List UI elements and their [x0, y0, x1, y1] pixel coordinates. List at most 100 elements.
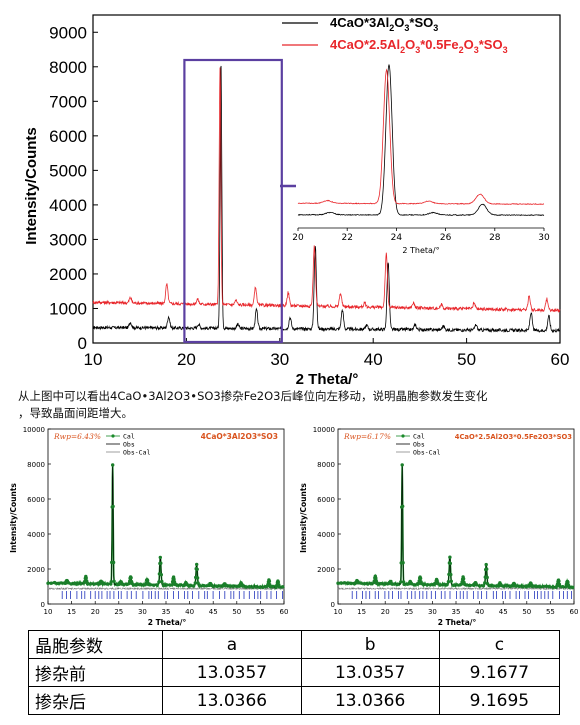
refine-y-tick-label: 2000 [27, 566, 45, 574]
table-row: 掺杂后 13.0366 13.0366 9.1695 [27, 686, 561, 715]
refine-cal-marker [425, 583, 429, 587]
refine-cal-marker [165, 583, 169, 587]
refine-legend-marker [111, 434, 115, 438]
refine-cal-marker [191, 584, 196, 588]
refine-cal-marker [445, 583, 449, 587]
refine-cal-line [337, 464, 575, 591]
refine-cal-marker [400, 463, 404, 467]
refine-cal-marker [567, 585, 571, 589]
refine-x-tick-label: 40 [475, 608, 484, 616]
refine-plot-frame [47, 428, 285, 605]
refine-x-tick-label: 10 [44, 608, 53, 616]
refine-cal-marker [195, 562, 199, 567]
main-y-tick-label: 8000 [49, 58, 87, 77]
refine-x-tick-label: 25 [114, 608, 123, 616]
refine-cal-marker [138, 582, 143, 586]
refine-legend-label: Cal [413, 433, 425, 441]
refine-obs-line [337, 464, 575, 589]
main-y-tick-label: 0 [78, 334, 87, 353]
refine-cal-marker [534, 584, 538, 589]
refine-cal-marker [188, 584, 192, 588]
refine-cal-marker [375, 581, 380, 586]
refine-y-tick-label: 6000 [27, 496, 45, 504]
inset-series-line-0 [297, 63, 545, 217]
refine-cal-marker [72, 582, 77, 586]
refine-left-title: 4CaO*3Al2O3*SO3 [201, 432, 278, 441]
refine-cal-marker [541, 584, 545, 589]
refine-cal-marker [234, 584, 238, 588]
refine-y-tick-label: 4000 [27, 531, 45, 539]
table-header-row: 晶胞参数 a b c [27, 630, 561, 659]
refine-legend-label: Obs-Cal [123, 449, 150, 457]
refine-x-tick-label: 35 [452, 608, 461, 616]
refine-cal-marker [346, 581, 350, 586]
refine-cal-marker [446, 580, 451, 584]
refine-cal-marker [247, 585, 252, 589]
main-y-tick-label: 4000 [49, 196, 87, 215]
refine-cal-line [47, 465, 285, 591]
refine-cal-marker [449, 572, 453, 577]
refine-cal-marker [152, 583, 156, 587]
main-axes [92, 14, 561, 344]
refine-cal-marker [339, 581, 343, 585]
main-series-line-0 [92, 65, 561, 334]
refine-cal-marker [514, 584, 519, 588]
main-y-tick-label: 7000 [49, 92, 87, 111]
refine-cal-marker [356, 581, 360, 585]
table-header-cell: 晶胞参数 [27, 630, 164, 659]
refine-x-tick-label: 20 [381, 608, 390, 616]
main-x-tick-label: 50 [457, 350, 476, 369]
refine-x-tick-label: 45 [499, 608, 508, 616]
main-y-tick-label: 2000 [49, 265, 87, 284]
refine-cal-marker [257, 585, 262, 589]
refine-x-tick-label: 35 [162, 608, 171, 616]
table-cell: 9.1677 [438, 658, 561, 687]
main-y-tick-label: 3000 [49, 230, 87, 249]
refine-cal-marker [155, 583, 159, 587]
refine-cal-marker [395, 582, 400, 587]
refine-cal-marker [508, 584, 512, 589]
refine-cal-marker [392, 582, 396, 586]
table-header-cell: b [300, 630, 440, 659]
refine-cal-marker [148, 583, 153, 587]
refine-cal-marker [521, 585, 525, 589]
refine-left-x-label: 2 Theta/° [148, 618, 187, 627]
main-x-axis-label: 2 Theta/° [296, 371, 359, 388]
refine-cal-marker [428, 583, 433, 587]
refine-cal-marker [455, 583, 459, 587]
refinement-chart-right: 0 2000 4000 6000 8000 10000 10 15 20 25 30 35 40 45 50… [299, 426, 578, 627]
refine-y-tick-label: 4000 [317, 531, 335, 539]
refine-cal-marker [109, 580, 113, 584]
refine-cal-marker [161, 583, 166, 588]
refine-cal-marker [448, 555, 452, 559]
refine-cal-marker [531, 584, 535, 588]
inset-x-tick-label: 20 [292, 233, 304, 243]
refine-cal-marker [418, 576, 423, 581]
lattice-parameter-table: 晶胞参数 a b c 掺杂前 13.0357 13.0357 9.1677 掺杂… [27, 630, 561, 715]
inset-x-tick-label: 22 [341, 233, 352, 243]
refine-cal-marker [145, 578, 150, 583]
refine-cal-marker [485, 582, 490, 586]
refine-cal-marker [501, 584, 505, 588]
table-cell: 掺杂前 [27, 658, 164, 687]
refine-cal-marker [79, 582, 83, 586]
refine-obs-line [47, 464, 285, 589]
main-x-tick-label: 10 [84, 350, 103, 369]
refine-cal-marker [111, 560, 116, 565]
refine-cal-marker [122, 583, 126, 587]
main-plot-frame [92, 14, 561, 344]
refine-cal-marker [195, 576, 200, 580]
refine-cal-marker [374, 576, 378, 580]
main-y-axis-label: Intensity/Counts [23, 127, 40, 245]
refine-y-tick-label: 10000 [23, 426, 45, 434]
refine-x-tick-label: 25 [404, 608, 413, 616]
refine-cal-marker [412, 583, 416, 587]
refine-cal-marker [254, 585, 258, 589]
main-y-tick-label: 5000 [49, 161, 87, 180]
refine-cal-marker [196, 581, 200, 585]
refine-cal-marker [374, 579, 378, 583]
refine-cal-marker [178, 583, 182, 587]
refine-x-tick-label: 50 [522, 608, 531, 616]
main-series-line-1 [92, 67, 561, 313]
